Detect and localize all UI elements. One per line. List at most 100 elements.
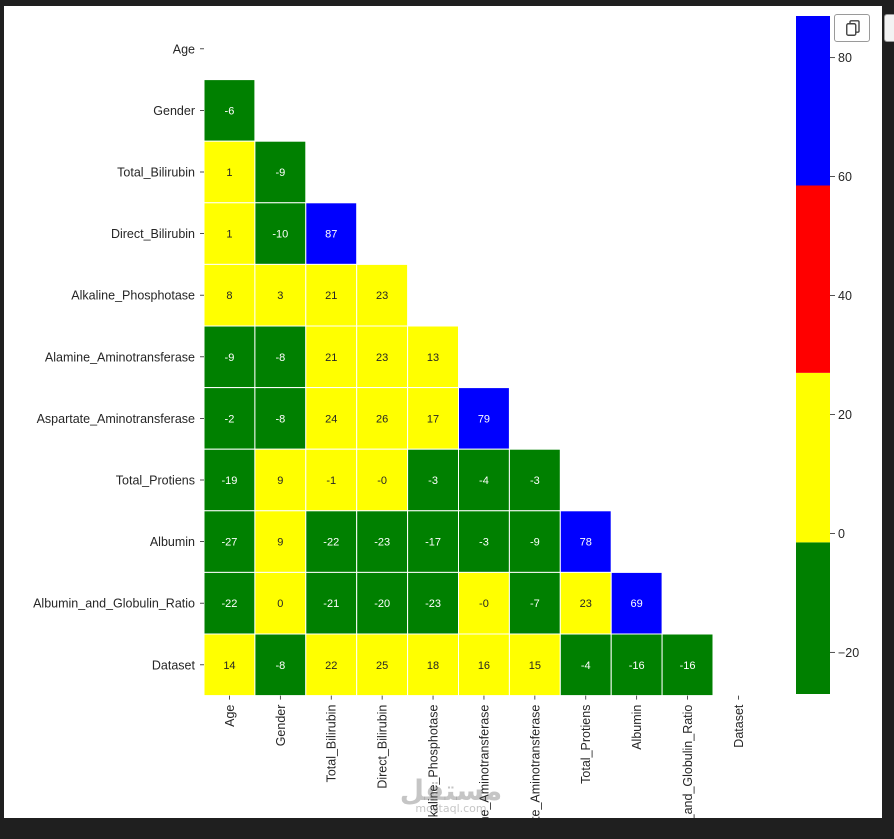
row-tick-label: Age [173,42,195,56]
row-tick-label: Total_Bilirubin [117,166,195,180]
cell-value-label: 23 [376,352,388,364]
column-tick-label: Dataset [732,704,746,748]
cell-value-label: -0 [479,598,489,610]
column-tick-label: Gender [274,705,288,747]
cell-value-label: 16 [478,660,490,672]
column-tick-label: Total_Protiens [579,705,593,784]
cell-value-label: -20 [374,598,390,610]
heatmap-cell [610,571,663,635]
cell-value-label: -9 [275,167,285,179]
column-tick-label: Albumin [630,705,644,750]
heatmap-cell [254,140,307,204]
cell-value-label: -21 [323,598,339,610]
cell-value-label: -16 [629,660,645,672]
cell-value-label: 87 [325,229,337,241]
heatmap-cell [356,448,409,512]
cell-value-label: -8 [275,413,285,425]
cell-value-label: 69 [631,598,643,610]
column-tick-label: Age [223,705,237,727]
cell-value-label: 15 [529,660,541,672]
row-tick-label: Albumin_and_Globulin_Ratio [33,597,195,611]
heatmap-cell [203,448,256,512]
column-tick-label: Alamine_Aminotransferase [477,705,491,818]
cell-value-label: -4 [581,660,591,672]
column-tick-label: Total_Bilirubin [325,705,339,783]
colorbar-tick-label: 80 [838,51,852,65]
cell-value-label: 14 [223,660,235,672]
copy-icon [846,20,860,36]
cell-value-label: -9 [530,537,540,549]
cell-value-label: -8 [275,660,285,672]
row-tick-label: Total_Protiens [116,474,195,488]
cell-value-label: -4 [479,475,489,487]
column-tick-label: Aspartate_Aminotransferase [528,705,542,818]
colorbar-tick-label: −20 [838,646,859,660]
column-tick-label: Albumin_and_Globulin_Ratio [681,705,695,818]
heatmap-cell [305,202,358,265]
colorbar-tick-label: 0 [838,527,845,541]
cell-value-label: 23 [376,290,388,302]
column-tick-labels: Age Gender Total_Bilirubin Direct_Bilirubin… [223,695,746,818]
row-tick-label: Direct_Bilirubin [111,227,195,241]
row-tick-label: Alkaline_Phosphotase [71,289,195,303]
cell-value-label: -2 [225,413,235,425]
heatmap-cell [610,633,663,697]
cell-value-label: -16 [680,660,696,672]
colorbar-segment [796,16,830,186]
watermark-logo: مستقل [399,774,503,807]
heatmap-chart: -61 -91 -10 878 3 21 23-9 -8 21 23 13-2 -8 24 26 17 79-… [33,16,859,818]
heatmap-cell [559,633,612,697]
heatmap-cell [356,325,409,389]
cell-value-label: -27 [221,537,237,549]
cell-value-label: -3 [479,537,489,549]
cell-value-label: -3 [428,475,438,487]
heatmap-cell [305,633,358,697]
cell-value-label: 1 [226,167,232,179]
cell-value-label: 26 [376,413,388,425]
cell-value-label: 21 [325,352,337,364]
heatmap-cell [407,387,460,450]
cell-value-label: -23 [374,537,390,549]
colorbar-tick-label: 40 [838,289,852,303]
cell-value-label: -1 [326,475,336,487]
heatmap-cell [458,633,510,697]
cell-value-label: 24 [325,413,337,425]
heatmap-cell [305,387,358,450]
cell-value-label: -10 [272,229,288,241]
cell-value-label: -6 [225,105,235,117]
cell-value-label: 22 [325,660,337,672]
cell-value-label: 0 [277,598,283,610]
cell-value-label: 3 [277,290,283,302]
figure-frame: -6 1 -9 1 -10 87 8 3 21 23 -9 -8 21 23 13 -2 -8 24 26 17 79-… [4,6,882,818]
cell-value-label: 17 [427,413,439,425]
cell-value-label: 8 [226,290,232,302]
heatmap-cell [305,571,358,635]
heatmap-cell [203,510,256,573]
cell-value-label: 21 [325,290,337,302]
cell-value-label: 1 [226,229,232,241]
side-panel-button[interactable] [884,14,894,42]
heatmap-cell [458,448,510,512]
colorbar-tick-label: 20 [838,408,852,422]
heatmap-cell [203,79,256,142]
heatmap-cell [407,633,460,697]
heatmap-cell [254,387,307,450]
row-tick-label: Gender [153,104,195,118]
cell-value-label: 25 [376,660,388,672]
heatmap-cell [559,510,612,573]
cell-value-label: -23 [425,598,441,610]
heatmap-cell [356,263,409,327]
colorbar: −20 0 20 40 60 80 [796,16,859,694]
heatmap-cell [458,571,510,635]
cell-value-label: 78 [580,537,592,549]
watermark: مستقل mostaql.com [396,774,506,816]
heatmap-cell [356,633,409,697]
colorbar-segment [796,372,830,543]
heatmap-cell [254,448,307,512]
copy-button[interactable] [834,14,870,42]
cell-value-label: -0 [377,475,387,487]
row-tick-label: Alamine_Aminotransferase [45,350,195,364]
heatmap-cell [356,571,409,635]
cell-value-label: -8 [275,352,285,364]
heatmap-cells: -61 -91 -10 878 3 21 23-9 -8 21 23 13-2 -8 24 26 17 79-… [203,79,714,697]
